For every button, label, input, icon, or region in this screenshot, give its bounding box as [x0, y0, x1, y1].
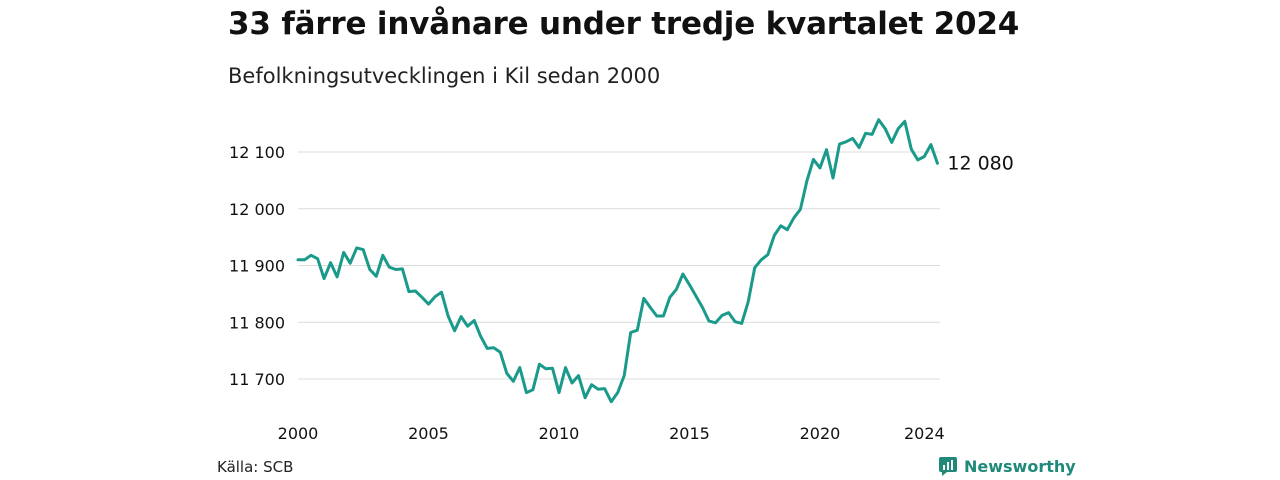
y-tick-label: 12 000 [229, 200, 285, 219]
series-line [296, 118, 939, 404]
gridlines [298, 151, 940, 380]
source-note: Källa: SCB [217, 458, 294, 476]
x-tick-label: 2005 [408, 424, 449, 443]
x-tick-label: 2020 [800, 424, 841, 443]
y-tick-label: 11 700 [229, 370, 285, 389]
chart-subtitle: Befolkningsutvecklingen i Kil sedan 2000 [228, 64, 661, 88]
y-tick-label: 12 100 [229, 143, 285, 162]
chart-title: 33 färre invånare under tredje kvartalet… [228, 6, 1020, 42]
x-axis-ticks: 2000 2005 2010 2015 2020 2024 [278, 424, 945, 443]
y-axis-ticks: 11 700 11 800 11 900 12 000 12 100 [229, 143, 285, 389]
x-tick-label: 2015 [669, 424, 710, 443]
y-tick-label: 11 900 [229, 257, 285, 276]
brand-logo: Newsworthy [938, 456, 1076, 476]
newsworthy-logo-icon [939, 457, 957, 476]
x-tick-label: 2000 [278, 424, 319, 443]
brand-name: Newsworthy [964, 456, 1076, 476]
x-tick-label: 2010 [539, 424, 580, 443]
end-value-label: 12 080 [947, 152, 1013, 174]
y-tick-label: 11 800 [229, 313, 285, 332]
x-tick-label: 2024 [904, 424, 945, 443]
